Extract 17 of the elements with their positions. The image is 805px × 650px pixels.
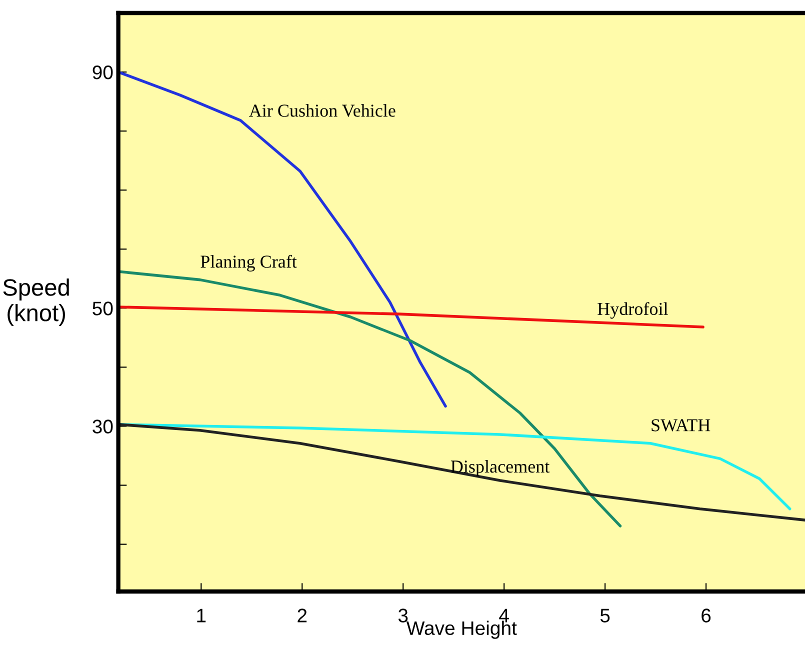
- x-tick-label: 3: [398, 608, 408, 622]
- series-label: Hydrofoil: [598, 302, 668, 319]
- x-axis-title: Wave Height: [406, 620, 517, 639]
- x-tick-label: 4: [499, 608, 509, 622]
- x-tick-label: 6: [702, 608, 711, 622]
- y-tick-label: 90: [92, 66, 113, 80]
- x-tick-label: 2: [298, 608, 307, 622]
- line-series: [118, 70, 447, 408]
- x-tick-label: 1: [197, 608, 206, 622]
- y-tick-label: 50: [92, 302, 113, 316]
- series-label: Air Cushion Vehicle: [249, 104, 396, 117]
- y-tick-label: 30: [92, 420, 113, 434]
- series-label: Planing Craft: [200, 254, 297, 272]
- y-axis-title: Speed (knot): [3, 278, 69, 326]
- series-label: SWATH: [652, 419, 710, 432]
- series-label: Displacement: [450, 460, 550, 476]
- x-tick-label: 5: [600, 608, 610, 622]
